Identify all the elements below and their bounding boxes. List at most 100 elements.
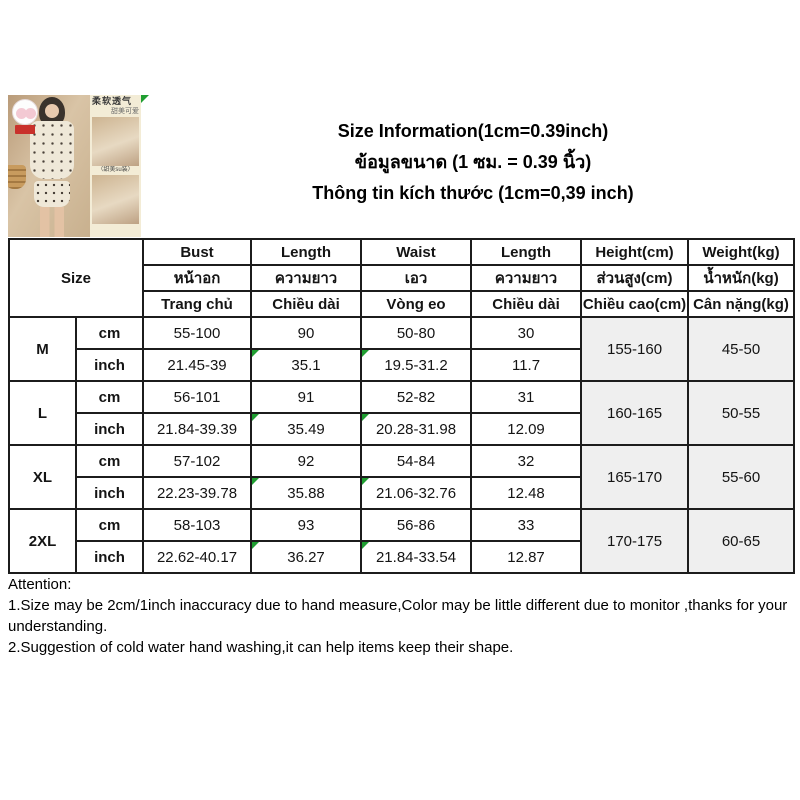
table-row-l-cm: L cm 56-101 91 52-82 31 160-165 50-55 bbox=[8, 380, 796, 446]
attention-notes: Attention: 1.Size may be 2cm/1inch inacc… bbox=[8, 574, 794, 658]
col-header-length-vi: Chiều dài bbox=[250, 290, 363, 318]
cell-xl-height: 165-170 bbox=[580, 444, 690, 510]
cell-m-waist-inch: 19.5-31.2 bbox=[360, 348, 473, 382]
size-corner-cell: Size bbox=[7, 238, 145, 318]
attention-line-1: 1.Size may be 2cm/1inch inaccuracy due t… bbox=[8, 597, 788, 635]
product-photo-collage: 柔软透气 甜美可爱 （甜美su装） bbox=[8, 95, 149, 237]
unit-cm: cm bbox=[74, 444, 145, 478]
cell-l-length-inch: 35.49 bbox=[250, 412, 363, 446]
size-label-xl: XL bbox=[8, 444, 77, 510]
green-corner-flag-icon bbox=[141, 95, 149, 103]
unit-inch: inch bbox=[74, 476, 145, 510]
cell-2xl-length2-inch: 12.87 bbox=[470, 540, 583, 574]
cell-2xl-length-inch: 36.27 bbox=[250, 540, 363, 574]
page-title: Size Information(1cm=0.39inch) ข้อมูลขนา… bbox=[150, 116, 796, 209]
cell-xl-waist-inch: 21.06-32.76 bbox=[360, 476, 473, 510]
cell-l-waist-inch: 20.28-31.98 bbox=[360, 412, 473, 446]
cell-xl-length-inch: 35.88 bbox=[250, 476, 363, 510]
cell-m-length-inch: 35.1 bbox=[250, 348, 363, 382]
col-header-height-th: ส่วนสูง(cm) bbox=[580, 264, 690, 292]
pajama-shorts bbox=[34, 181, 70, 207]
unit-cm: cm bbox=[74, 316, 145, 350]
strip-slogan-1: 柔软透气 bbox=[92, 96, 133, 106]
col-header-length-th: ความยาว bbox=[250, 264, 363, 292]
cell-l-length2-inch: 12.09 bbox=[470, 412, 583, 446]
col-header-height: Height(cm) bbox=[580, 238, 690, 266]
col-header-waist: Waist bbox=[360, 238, 473, 266]
table-row-m-cm: M cm 55-100 90 50-80 30 155-160 45-50 bbox=[8, 316, 796, 382]
model-legs bbox=[40, 207, 64, 237]
size-label-l: L bbox=[8, 380, 77, 446]
cell-2xl-waist-cm: 56-86 bbox=[360, 508, 473, 542]
cell-m-length-cm: 90 bbox=[250, 316, 363, 350]
col-header-length2-th: ความยาว bbox=[470, 264, 583, 292]
col-header-weight-vi: Cân nặng(kg) bbox=[687, 290, 796, 318]
red-tag-icon bbox=[15, 125, 35, 134]
cell-m-waist-cm: 50-80 bbox=[360, 316, 473, 350]
cell-l-weight: 50-55 bbox=[687, 380, 796, 446]
cell-2xl-length2-cm: 33 bbox=[470, 508, 583, 542]
thumb-photo-2 bbox=[92, 175, 139, 224]
cell-l-length-cm: 91 bbox=[250, 380, 363, 414]
thumb-photo-1 bbox=[92, 117, 139, 166]
cell-xl-length-cm: 92 bbox=[250, 444, 363, 478]
col-header-bust-vi: Trang chủ bbox=[142, 290, 253, 318]
basket-decoration bbox=[8, 165, 26, 189]
col-header-bust: Bust bbox=[142, 238, 253, 266]
table-row-2xl-cm: 2XL cm 58-103 93 56-86 33 170-175 60-65 bbox=[8, 508, 796, 574]
cell-l-bust-cm: 56-101 bbox=[142, 380, 253, 414]
unit-cm: cm bbox=[74, 380, 145, 414]
title-vi: Thông tin kích thước (1cm=0,39 inch) bbox=[312, 183, 634, 203]
cell-m-bust-cm: 55-100 bbox=[142, 316, 253, 350]
title-th: ข้อมูลขนาด (1 ซม. = 0.39 นิ้ว) bbox=[354, 152, 592, 172]
col-header-weight-th: น้ำหนัก(kg) bbox=[687, 264, 796, 292]
cell-l-length2-cm: 31 bbox=[470, 380, 583, 414]
table-row-2xl-inch: inch 22.62-40.17 36.27 21.84-33.54 12.87 bbox=[9, 540, 794, 574]
col-header-length2: Length bbox=[470, 238, 583, 266]
cell-m-bust-inch: 21.45-39 bbox=[142, 348, 253, 382]
unit-inch: inch bbox=[74, 348, 145, 382]
brand-badge-icon bbox=[12, 99, 40, 134]
header-row-en: Size Bust Length Waist Length Height(cm)… bbox=[7, 238, 796, 318]
table-row-m-inch: inch 21.45-39 35.1 19.5-31.2 11.7 bbox=[9, 348, 794, 382]
cell-2xl-bust-cm: 58-103 bbox=[142, 508, 253, 542]
size-table: Size Bust Length Waist Length Height(cm)… bbox=[7, 238, 796, 574]
header-row-vi: Trang chủ Chiều dài Vòng eo Chiều dài Ch… bbox=[9, 290, 796, 318]
cell-2xl-height: 170-175 bbox=[580, 508, 690, 574]
table-row-xl-inch: inch 22.23-39.78 35.88 21.06-32.76 12.48 bbox=[9, 476, 794, 510]
attention-line-2: 2.Suggestion of cold water hand washing,… bbox=[8, 639, 514, 656]
unit-cm: cm bbox=[74, 508, 145, 542]
cell-m-length2-inch: 11.7 bbox=[470, 348, 583, 382]
cell-xl-waist-cm: 54-84 bbox=[360, 444, 473, 478]
table-row-l-inch: inch 21.84-39.39 35.49 20.28-31.98 12.09 bbox=[9, 412, 794, 446]
cell-xl-length2-inch: 12.48 bbox=[470, 476, 583, 510]
cell-xl-bust-inch: 22.23-39.78 bbox=[142, 476, 253, 510]
unit-inch: inch bbox=[74, 540, 145, 574]
strip-caption: （甜美su装） bbox=[97, 167, 134, 173]
pajama-top bbox=[30, 121, 74, 179]
size-label-2xl: 2XL bbox=[8, 508, 77, 574]
cell-l-waist-cm: 52-82 bbox=[360, 380, 473, 414]
cell-l-bust-inch: 21.84-39.39 bbox=[142, 412, 253, 446]
col-header-waist-vi: Vòng eo bbox=[360, 290, 473, 318]
col-header-weight: Weight(kg) bbox=[687, 238, 796, 266]
cell-m-height: 155-160 bbox=[580, 316, 690, 382]
col-header-length2-vi: Chiều dài bbox=[470, 290, 583, 318]
table-row-xl-cm: XL cm 57-102 92 54-84 32 165-170 55-60 bbox=[8, 444, 796, 510]
model-face bbox=[45, 104, 59, 118]
cell-m-length2-cm: 30 bbox=[470, 316, 583, 350]
cell-m-weight: 45-50 bbox=[687, 316, 796, 382]
cell-xl-bust-cm: 57-102 bbox=[142, 444, 253, 478]
unit-inch: inch bbox=[74, 412, 145, 446]
cell-xl-length2-cm: 32 bbox=[470, 444, 583, 478]
col-header-height-vi: Chiều cao(cm) bbox=[580, 290, 690, 318]
cell-2xl-weight: 60-65 bbox=[687, 508, 796, 574]
cell-2xl-length-cm: 93 bbox=[250, 508, 363, 542]
header-row-th: หน้าอก ความยาว เอว ความยาว ส่วนสูง(cm) น… bbox=[9, 264, 796, 292]
cell-2xl-waist-inch: 21.84-33.54 bbox=[360, 540, 473, 574]
cell-2xl-bust-inch: 22.62-40.17 bbox=[142, 540, 253, 574]
title-en: Size Information(1cm=0.39inch) bbox=[337, 121, 609, 141]
strip-slogan-2: 甜美可爱 bbox=[111, 108, 139, 115]
cell-xl-weight: 55-60 bbox=[687, 444, 796, 510]
